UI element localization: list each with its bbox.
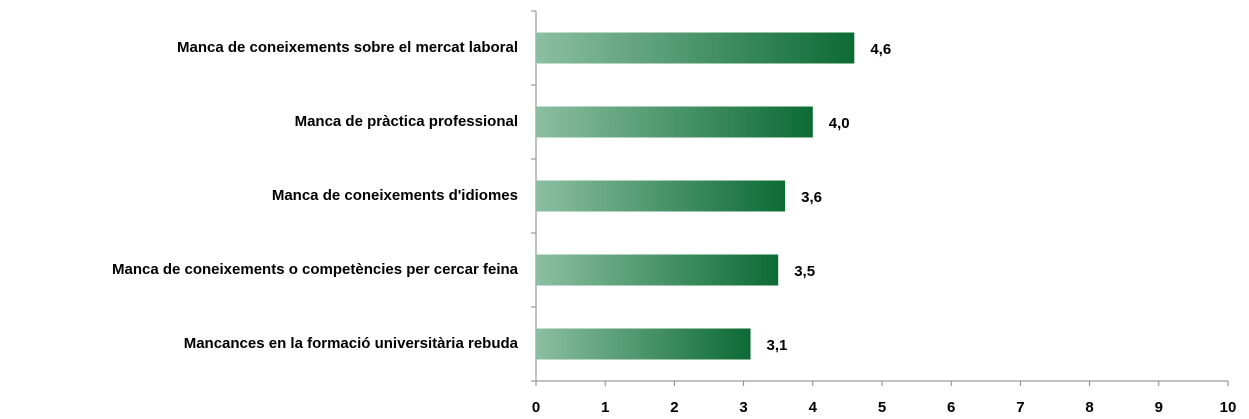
x-tick-label: 10 <box>1220 399 1237 416</box>
x-tick-label: 2 <box>670 399 678 416</box>
value-label: 3,1 <box>767 337 788 354</box>
x-tick-label: 0 <box>532 399 540 416</box>
bar <box>536 32 855 64</box>
bar <box>536 328 751 360</box>
value-label: 4,0 <box>829 115 850 132</box>
x-tick-label: 1 <box>601 399 609 416</box>
category-label: Mancances en la formació universitària r… <box>184 335 519 352</box>
category-label: Manca de pràctica professional <box>295 113 518 130</box>
category-label: Manca de coneixements d'idiomes <box>272 187 518 204</box>
x-tick-label: 8 <box>1085 399 1093 416</box>
x-tick-label: 6 <box>947 399 955 416</box>
category-label: Manca de coneixements sobre el mercat la… <box>177 39 518 56</box>
value-label: 3,6 <box>801 189 822 206</box>
category-label: Manca de coneixements o competències per… <box>112 261 519 278</box>
x-tick-label: 4 <box>809 399 818 416</box>
bar <box>536 180 786 212</box>
x-tick-label: 5 <box>878 399 886 416</box>
bar <box>536 254 779 286</box>
value-label: 4,6 <box>870 41 891 58</box>
x-tick-label: 7 <box>1016 399 1024 416</box>
x-tick-label: 9 <box>1155 399 1163 416</box>
x-tick-label: 3 <box>739 399 747 416</box>
value-label: 3,5 <box>794 263 815 280</box>
bar <box>536 106 813 138</box>
